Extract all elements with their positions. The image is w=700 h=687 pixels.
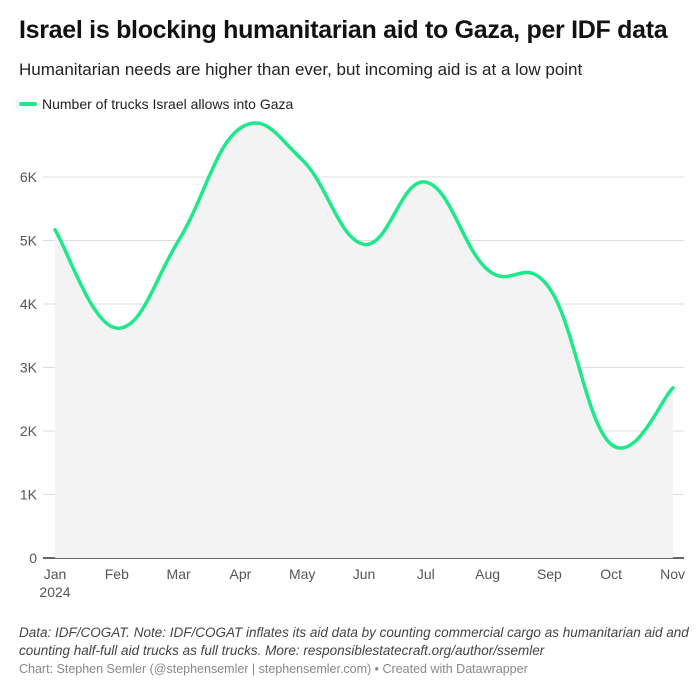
y-tick-label: 4K	[20, 296, 38, 312]
chart-credit: Chart: Stephen Semler (@stephensemler | …	[19, 662, 528, 676]
source-note: Data: IDF/COGAT. Note: IDF/COGAT inflate…	[19, 625, 689, 658]
x-tick-label: Jul	[417, 566, 435, 582]
y-tick-label: 3K	[20, 360, 38, 376]
series-line-trucks	[53, 121, 675, 450]
data-point-aug[interactable]	[482, 264, 494, 276]
data-point-mar[interactable]	[173, 235, 185, 247]
data-point-jul[interactable]	[420, 176, 432, 188]
y-tick-label: 2K	[20, 423, 38, 439]
data-point-jun[interactable]	[358, 238, 370, 250]
legend: Number of trucks Israel allows into Gaza	[19, 96, 293, 112]
y-tick-label: 5K	[20, 233, 38, 249]
chart-subtitle: Humanitarian needs are higher than ever,…	[19, 60, 583, 79]
area-layer	[55, 122, 673, 558]
x-tick-label: Jun	[353, 566, 376, 582]
data-point-apr[interactable]	[234, 122, 246, 134]
x-tick-label: Mar	[167, 566, 191, 582]
data-point-feb[interactable]	[111, 322, 123, 334]
x-tick-label: Nov	[660, 566, 685, 582]
x-axis-labels: Jan 2024 Feb Mar Apr May Jun Jul Aug Sep Oct Nov	[39, 566, 685, 600]
legend-label: Number of trucks Israel allows into Gaza	[42, 96, 294, 112]
data-point-nov[interactable]	[667, 382, 679, 394]
data-point-sep[interactable]	[543, 282, 555, 294]
area-fill	[55, 122, 673, 558]
data-point-oct[interactable]	[605, 438, 617, 450]
y-axis-labels: 0 1K 2K 3K 4K 5K 6K	[20, 169, 38, 566]
data-point-jan[interactable]	[49, 224, 61, 236]
x-tick-label: Sep	[537, 566, 562, 582]
x-tick-label: Oct	[600, 566, 622, 582]
x-tick-label: Feb	[105, 566, 129, 582]
legend-swatch	[19, 102, 37, 106]
data-point-may[interactable]	[296, 154, 308, 166]
x-tick-sublabel: 2024	[39, 584, 70, 600]
y-tick-label: 0	[29, 550, 37, 566]
chart-title: Israel is blocking humanitarian aid to G…	[19, 16, 668, 44]
line-layer	[49, 121, 679, 450]
x-tick-label: Apr	[230, 566, 252, 582]
y-tick-label: 1K	[20, 487, 38, 503]
y-tick-label: 6K	[20, 169, 38, 185]
x-tick-label: Jan	[44, 566, 67, 582]
x-tick-label: Aug	[475, 566, 500, 582]
x-tick-label: May	[289, 566, 315, 582]
